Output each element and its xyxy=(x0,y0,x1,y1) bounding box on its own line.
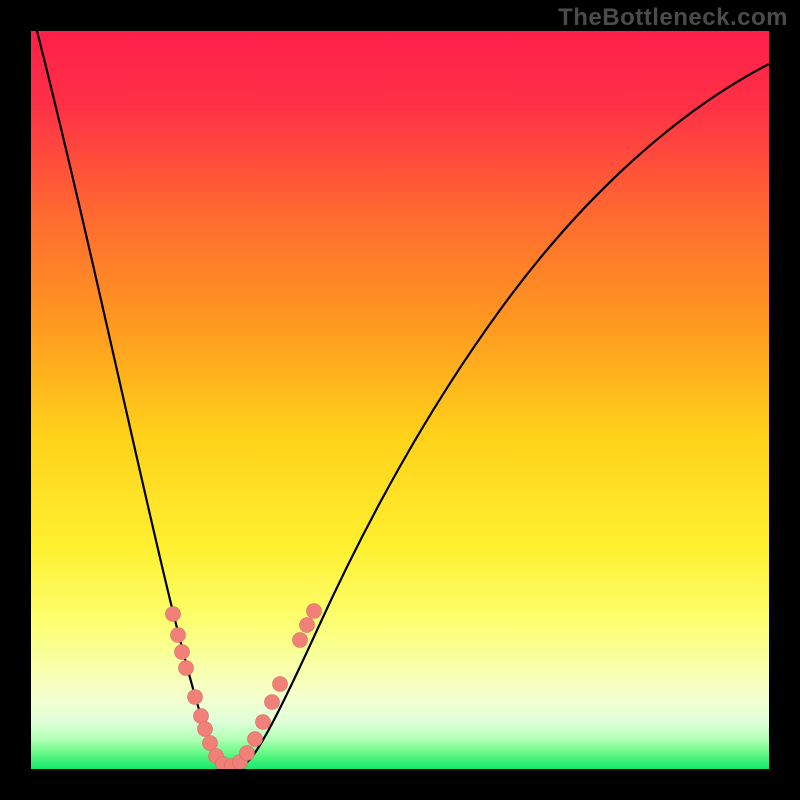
data-marker xyxy=(179,661,194,676)
data-marker xyxy=(198,722,213,737)
data-marker xyxy=(240,746,255,761)
watermark-text: TheBottleneck.com xyxy=(558,4,788,32)
data-marker xyxy=(256,715,271,730)
gradient-background xyxy=(31,31,769,769)
data-marker xyxy=(265,695,280,710)
data-marker xyxy=(188,690,203,705)
data-marker xyxy=(307,604,322,619)
data-marker xyxy=(175,645,190,660)
data-marker xyxy=(293,633,308,648)
chart-frame: TheBottleneck.com xyxy=(0,0,800,800)
data-marker xyxy=(166,607,181,622)
data-marker xyxy=(248,732,263,747)
data-marker xyxy=(273,677,288,692)
data-marker xyxy=(194,709,209,724)
chart-svg xyxy=(0,0,800,800)
data-marker xyxy=(300,618,315,633)
data-marker xyxy=(171,628,186,643)
